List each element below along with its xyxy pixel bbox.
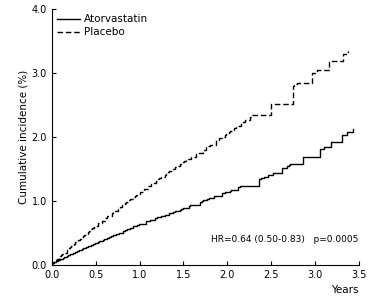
Atorvastatin xyxy=(57,258,61,262)
Placebo xyxy=(346,49,350,52)
Placebo xyxy=(120,203,125,207)
Text: Years: Years xyxy=(332,285,359,295)
Line: Placebo: Placebo xyxy=(52,51,348,265)
Atorvastatin xyxy=(105,236,110,240)
Y-axis label: Cumulative incidence (%): Cumulative incidence (%) xyxy=(19,70,29,204)
Placebo xyxy=(118,205,122,209)
Placebo xyxy=(58,254,63,258)
Atorvastatin xyxy=(50,263,54,267)
Placebo xyxy=(344,50,349,53)
Atorvastatin xyxy=(205,197,210,200)
Placebo xyxy=(67,246,71,250)
Line: Atorvastatin: Atorvastatin xyxy=(52,129,353,265)
Atorvastatin xyxy=(63,255,67,259)
Placebo xyxy=(50,263,54,267)
Text: HR=0.64 (0.50-0.83)   p=0.0005: HR=0.64 (0.50-0.83) p=0.0005 xyxy=(212,235,359,244)
Placebo xyxy=(217,137,221,140)
Atorvastatin xyxy=(101,238,106,241)
Legend: Atorvastatin, Placebo: Atorvastatin, Placebo xyxy=(57,14,148,37)
Atorvastatin xyxy=(351,127,356,130)
Atorvastatin xyxy=(345,131,349,134)
